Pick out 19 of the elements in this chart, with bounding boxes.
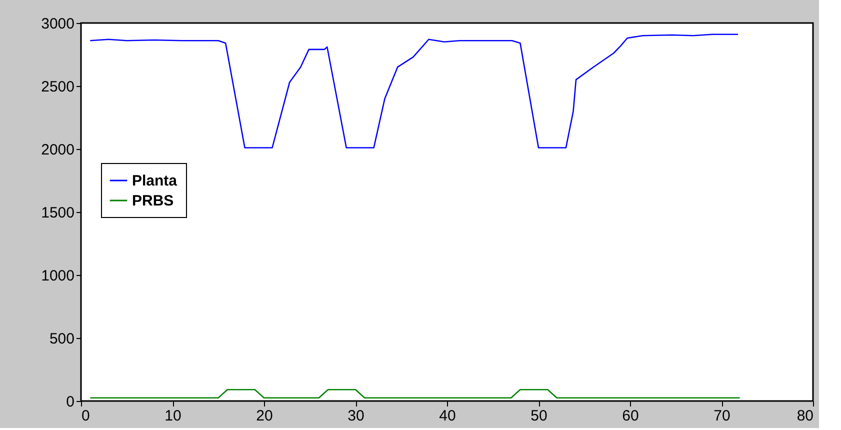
line-series [90, 34, 739, 148]
y-tick-label: 500 [49, 330, 74, 348]
x-tick-label: 10 [164, 408, 182, 424]
x-tick-label: 70 [714, 408, 730, 424]
y-tick-label: 3000 [41, 16, 74, 32]
y-tick-label: 0 [66, 394, 74, 410]
y-tick-label: 2500 [41, 78, 74, 96]
y-tick-label: 2000 [41, 142, 74, 158]
legend-label: PRBS [132, 192, 174, 210]
x-tick-label: 0 [82, 408, 90, 424]
y-tick-label: 1500 [41, 204, 74, 222]
y-tick-label: 1000 [41, 268, 74, 284]
x-tick-label: 50 [530, 408, 548, 424]
legend-label: Planta [132, 172, 178, 190]
x-tick-label: 20 [256, 408, 273, 424]
x-tick-label: 30 [348, 408, 364, 424]
x-tick-label: 60 [622, 408, 639, 424]
x-tick-label: 40 [439, 408, 456, 424]
x-tick-label: 80 [796, 408, 814, 424]
